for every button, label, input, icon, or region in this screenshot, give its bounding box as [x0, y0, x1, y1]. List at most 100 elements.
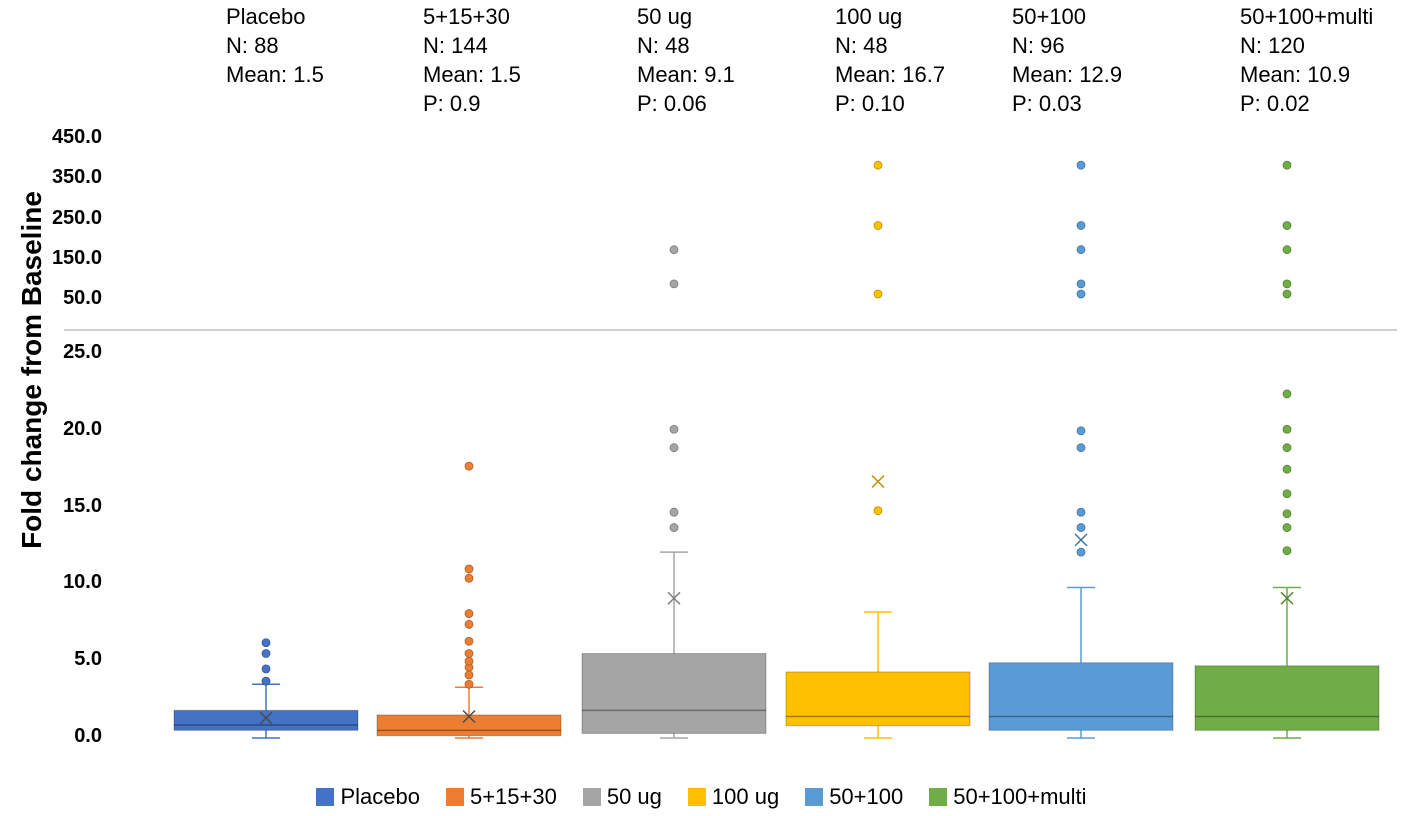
outlier-point — [261, 638, 271, 648]
group-header-mean-label: Mean: 10.9 — [1240, 62, 1351, 87]
outlier-point — [464, 670, 474, 680]
outlier-point — [464, 619, 474, 629]
box-plot-chart — [64, 160, 1397, 739]
mean-marker — [259, 711, 273, 725]
outlier-point — [464, 649, 474, 658]
group-header: 5+15+30 N: 144 Mean: 1.5 P: 0.9 — [423, 2, 521, 118]
group-header: Placebo N: 88 Mean: 1.5 — [226, 2, 324, 89]
outlier-point — [1282, 389, 1292, 399]
legend-swatch — [316, 788, 335, 806]
group-header: 50+100 N: 96 Mean: 12.9 P: 0.03 — [1012, 2, 1122, 118]
group-header-mean-label: Mean: 12.9 — [1012, 62, 1123, 87]
y-tick-label-lower: 20.0 — [63, 417, 102, 440]
group-header-mean-label: Mean: 16.7 — [835, 62, 946, 87]
legend-label: Placebo — [340, 784, 420, 809]
outlier-point-upper — [669, 279, 679, 289]
outlier-point — [1282, 424, 1292, 434]
outlier-point — [1076, 523, 1086, 532]
box-iqr — [173, 709, 359, 731]
group-header-n-label: N: 144 — [423, 33, 488, 58]
outlier-point — [1076, 507, 1086, 517]
outlier-point — [669, 507, 679, 517]
mean-marker — [1074, 533, 1088, 547]
legend-swatch — [582, 788, 601, 806]
outlier-point — [1282, 443, 1292, 453]
outlier-point — [669, 424, 679, 434]
group-header-name: 50 ug — [637, 4, 693, 29]
y-tick-label-upper: 350.0 — [51, 166, 102, 189]
group-header: 50+100+multi N: 120 Mean: 10.9 P: 0.02 — [1240, 2, 1373, 118]
outlier-point-upper — [1076, 221, 1086, 230]
outlier-point — [669, 523, 679, 532]
group-header-p-label: P: 0.9 — [423, 91, 481, 116]
box-iqr — [988, 662, 1174, 731]
legend-item: 5+15+30 — [445, 784, 557, 810]
legend-label: 50 ug — [606, 784, 662, 809]
y-tick-label-upper: 50.0 — [63, 287, 102, 309]
y-tick-label-lower: 10.0 — [63, 571, 102, 594]
legend-item: 50+100 — [805, 784, 903, 810]
y-tick-label-lower: 15.0 — [63, 494, 102, 517]
outlier-point-upper — [873, 221, 883, 230]
group-header-name: 100 ug — [835, 4, 903, 29]
outlier-point-upper — [1282, 221, 1292, 230]
outlier-point — [261, 649, 271, 658]
outlier-point-upper — [873, 160, 883, 170]
group-header-mean-label: Mean: 9.1 — [637, 62, 735, 87]
outlier-point-upper — [1282, 289, 1292, 299]
legend-label: 5+15+30 — [469, 784, 557, 809]
outlier-point — [464, 564, 474, 574]
mean-marker — [462, 709, 476, 724]
legend-item: 50 ug — [582, 784, 662, 810]
legend-label: 100 ug — [711, 784, 780, 809]
legend-item: 50+100+multi — [929, 784, 1087, 810]
group-header-name: 50+100+multi — [1240, 4, 1374, 29]
outlier-point — [261, 676, 271, 686]
group-header-name: 5+15+30 — [423, 4, 510, 29]
group-header-n-label: N: 48 — [637, 33, 690, 58]
y-tick-label-upper: 250.0 — [51, 206, 102, 229]
y-tick-label-lower: 25.0 — [63, 341, 102, 363]
group-header-p-label: P: 0.02 — [1240, 91, 1310, 116]
outlier-point — [1076, 547, 1086, 557]
group-header-name: 50+100 — [1012, 4, 1087, 29]
group-header-p-label: P: 0.06 — [637, 91, 707, 116]
legend-item: Placebo — [316, 784, 420, 810]
outlier-point — [1282, 489, 1292, 499]
box-iqr — [376, 714, 562, 737]
outlier-point-upper — [669, 245, 679, 255]
legend-label: 50+100+multi — [953, 784, 1087, 809]
group-header-p-label: P: 0.03 — [1012, 91, 1082, 116]
group-header: 50 ug N: 48 Mean: 9.1 P: 0.06 — [637, 2, 735, 118]
legend: Placebo 5+15+30 50 ug 100 ug 50+100 50+100+mu… — [0, 784, 1403, 810]
outlier-point — [1282, 464, 1292, 474]
legend-item: 100 ug — [687, 784, 780, 810]
legend-swatch — [445, 788, 464, 806]
box-iqr — [1194, 665, 1380, 731]
box-iqr — [581, 653, 767, 734]
outlier-point-upper — [1282, 279, 1292, 289]
legend-swatch — [805, 788, 824, 806]
group-header-p-label: P: 0.10 — [835, 91, 905, 116]
outlier-point — [1282, 523, 1292, 532]
outlier-point — [1076, 426, 1086, 436]
group-header-mean-label: Mean: 1.5 — [423, 62, 521, 87]
group-header-name: Placebo — [226, 4, 306, 29]
group-header-mean-label: Mean: 1.5 — [226, 62, 324, 87]
group-header-n-label: N: 48 — [835, 33, 888, 58]
mean-marker — [667, 591, 681, 605]
legend-swatch — [929, 788, 948, 806]
outlier-point — [464, 461, 474, 471]
outlier-point — [873, 506, 883, 516]
outlier-point-upper — [1282, 160, 1292, 170]
group-header-n-label: N: 120 — [1240, 33, 1305, 58]
y-tick-label-upper: 450.0 — [51, 126, 102, 148]
outlier-point — [464, 573, 474, 583]
group-header: 100 ug N: 48 Mean: 16.7 P: 0.10 — [835, 2, 945, 118]
box-iqr — [785, 671, 971, 727]
mean-marker — [1280, 591, 1294, 605]
outlier-point — [464, 636, 474, 646]
outlier-point — [1282, 509, 1292, 519]
outlier-point-upper — [1076, 245, 1086, 255]
outlier-point — [261, 664, 271, 674]
